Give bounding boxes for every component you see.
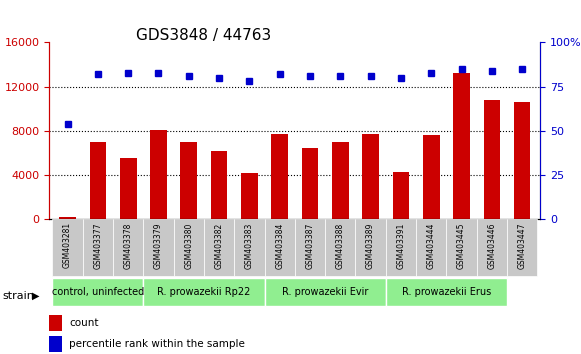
Bar	[483, 100, 500, 219]
Bar	[59, 217, 76, 219]
FancyBboxPatch shape	[295, 219, 325, 276]
FancyBboxPatch shape	[325, 219, 356, 276]
FancyBboxPatch shape	[144, 219, 174, 276]
Text: R. prowazekii Rp22: R. prowazekii Rp22	[157, 287, 250, 297]
Text: GSM403447: GSM403447	[518, 222, 526, 269]
Bar	[271, 134, 288, 219]
FancyBboxPatch shape	[144, 278, 264, 306]
Text: GSM403378: GSM403378	[124, 222, 132, 269]
FancyBboxPatch shape	[446, 219, 476, 276]
Bar	[393, 172, 409, 219]
Text: GSM403377: GSM403377	[94, 222, 102, 269]
Text: R. prowazekii Evir: R. prowazekii Evir	[282, 287, 368, 297]
FancyBboxPatch shape	[356, 219, 386, 276]
Bar	[363, 134, 379, 219]
Bar	[211, 151, 227, 219]
FancyBboxPatch shape	[264, 278, 386, 306]
FancyBboxPatch shape	[476, 219, 507, 276]
Bar	[181, 142, 197, 219]
FancyBboxPatch shape	[174, 219, 204, 276]
Text: GSM403380: GSM403380	[184, 222, 193, 269]
FancyBboxPatch shape	[386, 278, 507, 306]
FancyBboxPatch shape	[52, 278, 144, 306]
Bar	[241, 173, 258, 219]
Bar	[423, 135, 440, 219]
Text: control, uninfected: control, uninfected	[52, 287, 144, 297]
Bar	[302, 148, 318, 219]
Text: GSM403446: GSM403446	[487, 222, 496, 269]
Text: GSM403387: GSM403387	[306, 222, 314, 269]
FancyBboxPatch shape	[83, 219, 113, 276]
Text: GSM403389: GSM403389	[366, 222, 375, 269]
Text: R. prowazekii Erus: R. prowazekii Erus	[401, 287, 491, 297]
FancyBboxPatch shape	[507, 219, 537, 276]
Text: GSM403391: GSM403391	[396, 222, 406, 269]
FancyBboxPatch shape	[386, 219, 416, 276]
Text: GSM403388: GSM403388	[336, 222, 345, 269]
Bar	[332, 142, 349, 219]
FancyBboxPatch shape	[204, 219, 234, 276]
FancyBboxPatch shape	[113, 219, 144, 276]
Text: GSM403379: GSM403379	[154, 222, 163, 269]
Bar	[49, 336, 62, 352]
Text: strain: strain	[3, 291, 35, 301]
Bar	[120, 158, 137, 219]
FancyBboxPatch shape	[264, 219, 295, 276]
Text: percentile rank within the sample: percentile rank within the sample	[69, 339, 245, 349]
Bar	[89, 142, 106, 219]
Text: GSM403382: GSM403382	[214, 222, 224, 269]
Bar	[49, 315, 62, 331]
Bar	[453, 74, 470, 219]
Text: count: count	[69, 318, 99, 328]
FancyBboxPatch shape	[52, 219, 83, 276]
Bar	[514, 102, 530, 219]
FancyBboxPatch shape	[416, 219, 446, 276]
FancyBboxPatch shape	[234, 219, 264, 276]
Text: ▶: ▶	[32, 291, 40, 301]
Bar	[150, 130, 167, 219]
Text: GSM403281: GSM403281	[63, 222, 72, 268]
Text: GSM403383: GSM403383	[245, 222, 254, 269]
Text: GSM403444: GSM403444	[426, 222, 436, 269]
Text: GDS3848 / 44763: GDS3848 / 44763	[136, 28, 271, 43]
Text: GSM403445: GSM403445	[457, 222, 466, 269]
Text: GSM403384: GSM403384	[275, 222, 284, 269]
